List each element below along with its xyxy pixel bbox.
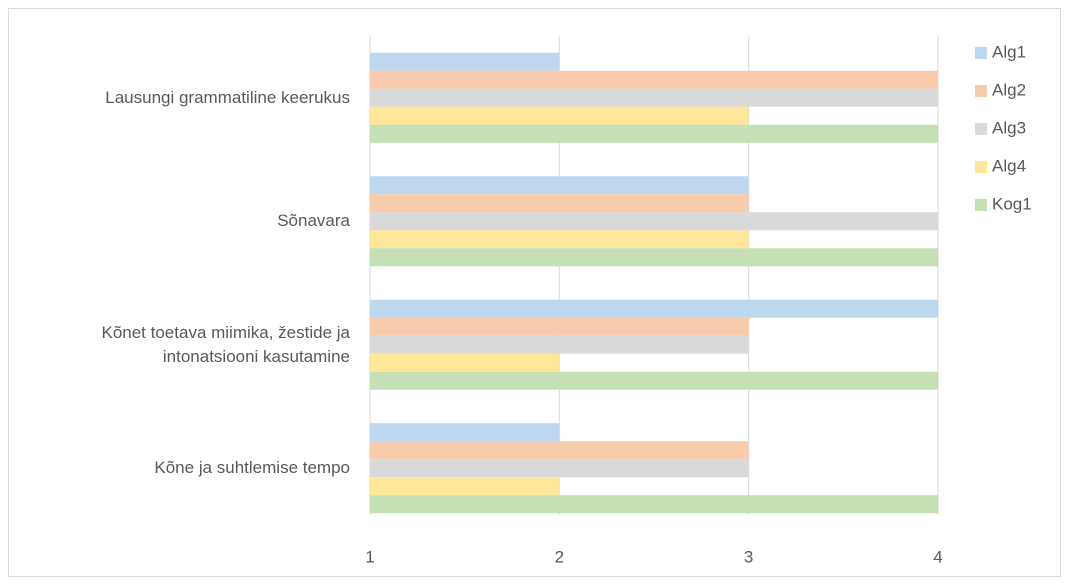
bar bbox=[370, 335, 749, 354]
bar bbox=[370, 477, 560, 496]
legend-swatch bbox=[975, 123, 987, 135]
legend-label: Alg2 bbox=[992, 80, 1026, 99]
x-tick-label: 2 bbox=[555, 547, 564, 566]
legend-swatch bbox=[975, 199, 987, 211]
legend-swatch bbox=[975, 47, 987, 59]
legend-label: Alg4 bbox=[992, 156, 1026, 175]
y-tick-label: Sõnavara bbox=[277, 211, 350, 231]
y-tick-label: Kõne ja suhtlemise tempo bbox=[154, 458, 350, 478]
bar bbox=[370, 495, 938, 514]
chart-border bbox=[8, 8, 1061, 577]
bar bbox=[370, 52, 560, 71]
bar bbox=[370, 194, 749, 213]
bar bbox=[370, 70, 938, 89]
bar bbox=[370, 423, 560, 442]
legend-swatch bbox=[975, 85, 987, 97]
x-tick-label: 4 bbox=[933, 547, 942, 566]
x-tick-label: 3 bbox=[744, 547, 753, 566]
bar bbox=[370, 317, 749, 336]
bar bbox=[370, 88, 938, 107]
bar bbox=[370, 124, 938, 143]
y-tick-label: Kõnet toetava miimika, žestide ja intona… bbox=[101, 322, 350, 366]
bar bbox=[370, 441, 749, 460]
bar bbox=[370, 106, 749, 125]
legend-label: Alg3 bbox=[992, 118, 1026, 137]
bar bbox=[370, 248, 938, 267]
x-tick-label: 1 bbox=[365, 547, 374, 566]
bar bbox=[370, 230, 749, 249]
bar bbox=[370, 212, 938, 231]
bar bbox=[370, 459, 749, 478]
legend-swatch bbox=[975, 161, 987, 173]
y-tick-label: Lausungi grammatiline keerukus bbox=[105, 87, 350, 107]
legend-label: Kog1 bbox=[992, 194, 1032, 213]
bar bbox=[370, 299, 938, 318]
bar bbox=[370, 176, 749, 195]
bar bbox=[370, 353, 560, 372]
legend-label: Alg1 bbox=[992, 42, 1026, 61]
bar bbox=[370, 371, 938, 390]
